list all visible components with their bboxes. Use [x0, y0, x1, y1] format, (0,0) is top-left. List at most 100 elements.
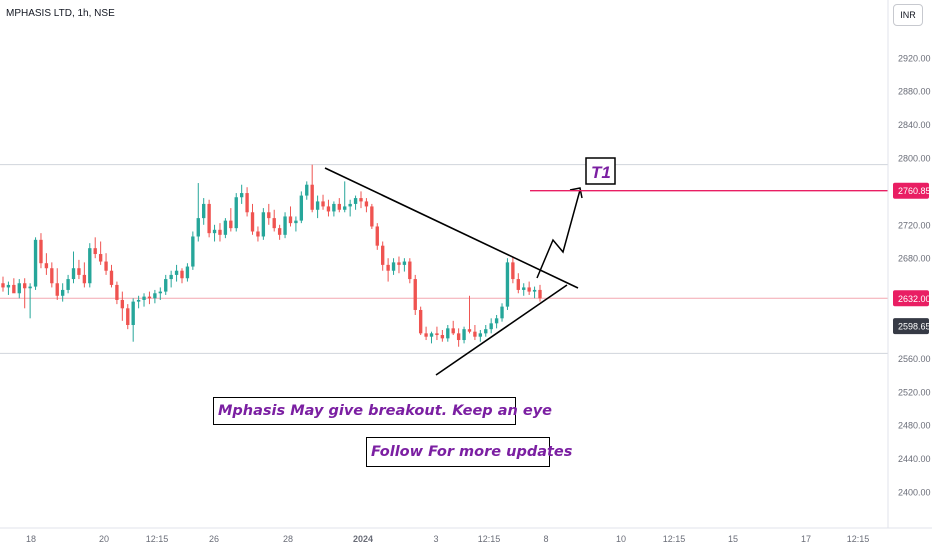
price-tick-label: 2800.00 [898, 154, 931, 164]
candle-body [326, 206, 331, 212]
candle-body [267, 212, 271, 219]
candle-body [381, 245, 385, 265]
candle-body [348, 203, 352, 207]
currency-button[interactable]: INR [893, 4, 923, 26]
candle-body [288, 216, 293, 224]
time-tick-label: 10 [616, 534, 626, 544]
candle-body [299, 195, 304, 221]
time-tick-label: 2024 [353, 534, 373, 544]
candle-body [93, 248, 97, 255]
time-tick-label: 8 [543, 534, 548, 544]
candle-body [522, 287, 526, 290]
candle-body [397, 262, 401, 265]
candle-body [147, 296, 152, 299]
target-label-box [585, 157, 616, 185]
breakout-arrowhead [569, 187, 583, 199]
candle-body [28, 286, 32, 289]
candle-body [164, 279, 168, 292]
candle-body [60, 289, 65, 296]
candle-body [169, 274, 173, 280]
candle-body [212, 229, 217, 234]
price-tick-label: 2520.00 [898, 387, 931, 397]
time-axis[interactable]: 18 20 12:15 26 28 2024 3 12:15 8 10 12:15 15 17 12:15 [26, 534, 869, 544]
candle-body [500, 306, 504, 319]
lower-trendline [435, 284, 568, 376]
candle-body [484, 329, 488, 334]
price-label-tag [893, 290, 929, 307]
candle-body [456, 333, 461, 341]
candle-body [408, 261, 412, 280]
time-tick-label: 12:15 [478, 534, 501, 544]
candle-body [272, 218, 276, 229]
candle-body [245, 193, 249, 213]
price-label-tag [893, 182, 929, 199]
candle-body [386, 264, 390, 271]
candle-body [337, 203, 341, 210]
time-tick-label: 15 [728, 534, 738, 544]
candle-body [109, 270, 114, 285]
candle-body [71, 268, 76, 280]
time-tick-label: 12:15 [663, 534, 686, 544]
candle-body [250, 212, 255, 232]
price-tick-label: 2840.00 [898, 120, 931, 130]
time-tick-label: 28 [283, 534, 293, 544]
target-label: T1 [591, 163, 611, 182]
candle-body [17, 283, 21, 294]
candle-body [174, 270, 179, 275]
price-tick-label: 2880.00 [898, 87, 931, 97]
price-tick-label: 2920.00 [898, 53, 931, 63]
candle-body [12, 284, 16, 294]
time-tick-label: 18 [26, 534, 36, 544]
candle-body [283, 216, 287, 235]
candle-body [538, 289, 542, 299]
candle-body [321, 201, 325, 207]
time-tick-label: 26 [209, 534, 219, 544]
candle-body [310, 184, 314, 210]
candle-body [223, 220, 228, 235]
candle-body [39, 239, 43, 264]
candle-body [440, 335, 445, 339]
price-tick-label: 2560.00 [898, 354, 931, 364]
candle-body [364, 201, 369, 207]
candle-body [104, 261, 108, 271]
candles-layer [1, 164, 542, 347]
time-tick-label: 17 [801, 534, 811, 544]
candle-body [185, 266, 190, 279]
price-axis[interactable]: 2920.00 2880.00 2840.00 2800.00 2760.85 2720.… [893, 53, 931, 498]
price-tick-label: 2400.00 [898, 488, 931, 498]
candle-body [305, 184, 309, 196]
candle-body [462, 329, 466, 341]
price-label-text: 2760.85 [898, 186, 931, 196]
annotation-note-follow-text: Follow For more updates [371, 444, 573, 460]
candle-body [489, 323, 493, 330]
candle-body [413, 279, 417, 310]
candle-body [66, 279, 70, 290]
candle-body [50, 268, 54, 284]
candle-body [98, 254, 103, 262]
candle-body [435, 333, 439, 336]
candle-body [343, 206, 347, 210]
candle-body [294, 220, 298, 224]
candle-body [391, 262, 396, 271]
price-label-text: 2632.00 [898, 294, 931, 304]
symbol-title: MPHASIS LTD, 1h, NSE [6, 8, 115, 19]
price-tick-label: 2720.00 [898, 220, 931, 230]
candle-body [131, 301, 135, 325]
candle-body [136, 299, 141, 302]
candle-body [527, 287, 531, 292]
candle-body [153, 293, 157, 299]
candle-body [55, 283, 59, 296]
time-tick-label: 12:15 [146, 534, 169, 544]
candle-body [315, 201, 320, 210]
candle-body [446, 328, 450, 339]
candle-body [218, 229, 222, 235]
time-tick-label: 12:15 [847, 534, 870, 544]
price-tick-label: 2440.00 [898, 454, 931, 464]
candle-body [202, 203, 206, 219]
candle-body [256, 231, 260, 237]
price-label-text: 2598.65 [898, 322, 931, 332]
candle-body [33, 239, 38, 287]
candle-body [473, 331, 477, 337]
candle-body [370, 206, 374, 227]
candle-body [180, 270, 184, 279]
